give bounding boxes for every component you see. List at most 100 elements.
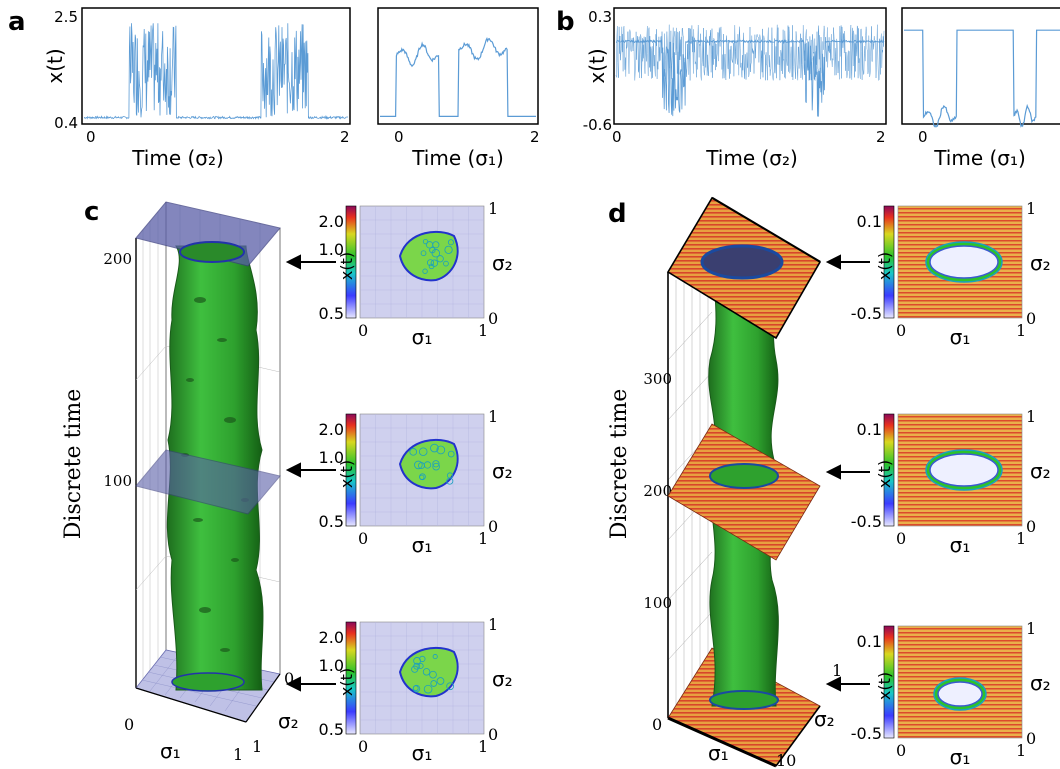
inset-ylabel: σ₂ xyxy=(1030,671,1051,695)
panel-d-xtick-0: 0 xyxy=(652,715,662,734)
pattern-hole xyxy=(937,681,983,707)
panel-c-xtick-1: 1 xyxy=(233,745,243,764)
panel-d-ztick-300: 300 xyxy=(643,370,672,388)
panel-a-right-trace xyxy=(380,37,536,118)
colorbar-tick: 0.5 xyxy=(319,720,344,739)
trace-line xyxy=(380,37,536,118)
inset-ylabel: σ₂ xyxy=(1030,251,1051,275)
trace-noise xyxy=(615,24,885,82)
trace-line xyxy=(83,23,349,120)
inset-xlabel: σ₁ xyxy=(950,745,971,769)
inset-ytick: 0 xyxy=(488,725,498,744)
colorbar-label: x(t) xyxy=(875,460,894,488)
pattern-blob xyxy=(398,230,459,282)
panel-label-d: d xyxy=(608,199,627,229)
inset-xtick: 1 xyxy=(1016,321,1026,340)
pattern-blob xyxy=(398,646,459,698)
inset-ylabel: σ₂ xyxy=(492,251,513,275)
panel-a-left-xtick-2: 2 xyxy=(340,128,350,146)
colorbar-tick: 0.5 xyxy=(319,304,344,323)
inset-ytick: 1 xyxy=(1026,199,1036,218)
panel-a-left-frame xyxy=(81,7,351,125)
panel-a-ytick-bottom: 0.4 xyxy=(54,114,78,132)
panel-d-ytick-1: 1 xyxy=(832,661,842,680)
colorbar xyxy=(345,205,357,319)
inset-ytick: 0 xyxy=(1026,729,1036,748)
colorbar-tick: 0.1 xyxy=(857,212,882,231)
panel-b-left-trace xyxy=(615,24,885,117)
colorbar-label: x(t) xyxy=(875,252,894,280)
inset-xtick: 1 xyxy=(1016,741,1026,760)
inset-ylabel: σ₂ xyxy=(492,667,513,691)
panel-a-right-xtick-0: 0 xyxy=(394,128,404,146)
inset-xtick: 1 xyxy=(478,529,488,548)
panel-d-zlabel: Discrete time xyxy=(607,389,632,539)
panel-a-left-trace xyxy=(83,23,349,120)
inset-xlabel: σ₁ xyxy=(412,533,433,557)
inset-xtick: 0 xyxy=(358,529,368,548)
trace-line xyxy=(904,29,1060,128)
panel-b-right-frame xyxy=(901,7,1060,125)
panel-c-ztick-200: 200 xyxy=(103,250,132,268)
colorbar-label: x(t) xyxy=(337,252,356,280)
panel-d-ztick-200: 200 xyxy=(643,482,672,500)
colorbar-tick: 2.0 xyxy=(319,628,344,647)
colorbar xyxy=(345,621,357,735)
panel-c-ytick-1: 0 xyxy=(284,669,294,688)
inset-xlabel: σ₁ xyxy=(412,325,433,349)
colorbar xyxy=(345,413,357,527)
panel-label-b: b xyxy=(556,7,575,37)
panel-b-left-xtick-2: 2 xyxy=(876,128,886,146)
colorbar-tick: -0.5 xyxy=(851,724,882,743)
panel-c-ylabel: σ₂ xyxy=(278,709,299,733)
inset-xtick: 1 xyxy=(478,737,488,756)
colorbar xyxy=(883,413,895,527)
inset-ylabel: σ₂ xyxy=(492,459,513,483)
pattern-hole xyxy=(929,453,999,487)
panel-b-right-trace xyxy=(904,29,1060,128)
panel-label-c: c xyxy=(84,197,99,227)
panel-a-ylabel: x(t) xyxy=(43,48,67,83)
panel-a-right-xlabel: Time (σ₁) xyxy=(411,146,504,170)
panel-b-left-xtick-0: 0 xyxy=(612,128,622,146)
panel-d-xlabel: σ₁ xyxy=(708,741,729,765)
colorbar-tick: 1.0 xyxy=(319,240,344,259)
inset-ytick: 1 xyxy=(488,199,498,218)
colorbar-tick: 0.1 xyxy=(857,420,882,439)
colorbar-tick: 1.0 xyxy=(319,448,344,467)
panel-a-left-xtick-0: 0 xyxy=(86,128,96,146)
colorbar xyxy=(883,625,895,739)
inset-ytick: 1 xyxy=(488,407,498,426)
panel-c-xtick-0: 0 xyxy=(124,715,134,734)
inset-ytick: 0 xyxy=(1026,309,1036,328)
panel-c-arrows xyxy=(285,254,336,692)
colorbar-tick: -0.5 xyxy=(851,304,882,323)
inset-xtick: 0 xyxy=(358,737,368,756)
pattern-blob xyxy=(398,438,459,490)
panel-d-ylabel: σ₂ xyxy=(814,707,835,731)
inset-xtick: 1 xyxy=(478,321,488,340)
pattern-hole xyxy=(929,245,999,279)
colorbar-tick: 2.0 xyxy=(319,212,344,231)
colorbar-tick: -0.5 xyxy=(851,512,882,531)
inset-ytick: 0 xyxy=(488,309,498,328)
inset-xlabel: σ₁ xyxy=(950,533,971,557)
inset-ylabel: σ₂ xyxy=(1030,459,1051,483)
inset-ytick: 0 xyxy=(1026,517,1036,536)
colorbar-tick: 1.0 xyxy=(319,656,344,675)
panel-b-ylabel: x(t) xyxy=(585,48,609,83)
panel-b-right-xlabel: Time (σ₁) xyxy=(933,146,1026,170)
panel-b-left-frame xyxy=(613,7,887,125)
panel-a-left-xlabel: Time (σ₂) xyxy=(131,146,224,170)
panel-c-xlabel: σ₁ xyxy=(160,739,181,763)
panel-c-zlabel: Discrete time xyxy=(61,389,86,539)
panel-c-plane-mid xyxy=(135,449,281,515)
panel-b-left-xlabel: Time (σ₂) xyxy=(705,146,798,170)
inset-ytick: 0 xyxy=(488,517,498,536)
panel-c-ztick-100: 100 xyxy=(103,472,132,490)
